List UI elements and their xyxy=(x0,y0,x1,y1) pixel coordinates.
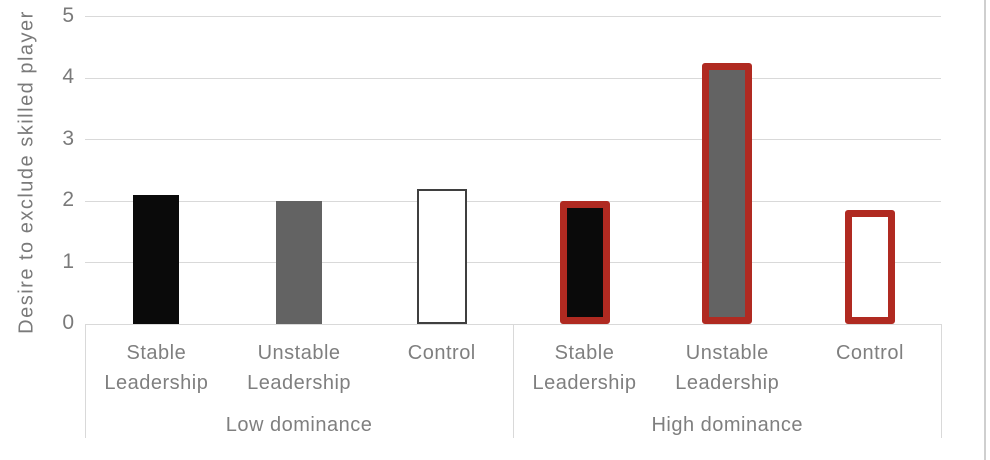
category-label: Unstable Leadership xyxy=(675,342,780,394)
gridline-4 xyxy=(85,77,942,79)
bar-high-dominance-control xyxy=(844,210,895,324)
category-label: Unstable Leadership xyxy=(247,342,352,394)
y-tick-label: 5 xyxy=(62,3,74,27)
group-separator xyxy=(85,324,86,438)
category-label: Stable Leadership xyxy=(532,342,637,394)
bar-low-dominance-unstable-leadership xyxy=(276,201,323,324)
gridline-5 xyxy=(85,16,942,17)
bar-low-dominance-stable-leadership xyxy=(133,195,180,324)
y-tick-label: 4 xyxy=(62,65,74,88)
y-tick-label: 3 xyxy=(62,126,74,150)
category-label: Stable Leadership xyxy=(104,342,209,394)
gridline-3 xyxy=(85,139,942,140)
y-axis-title: Desire to exclude skilled player xyxy=(15,10,38,334)
bar-high-dominance-stable-leadership xyxy=(559,201,610,324)
bar-high-dominance-unstable-leadership xyxy=(702,63,753,324)
y-tick-label: 1 xyxy=(62,249,74,273)
category-label: Control xyxy=(835,342,904,364)
category-label: Control xyxy=(407,342,476,364)
gridline-2 xyxy=(85,200,942,202)
y-tick-label: 0 xyxy=(62,311,74,334)
group-label: High dominance xyxy=(651,414,803,436)
gridline-1 xyxy=(85,262,942,263)
group-label: Low dominance xyxy=(225,414,373,436)
group-separator xyxy=(941,324,943,438)
y-tick-label: 2 xyxy=(62,188,74,211)
group-separator xyxy=(513,324,515,438)
page-edge-line xyxy=(984,0,986,460)
bar-low-dominance-control xyxy=(416,189,467,324)
